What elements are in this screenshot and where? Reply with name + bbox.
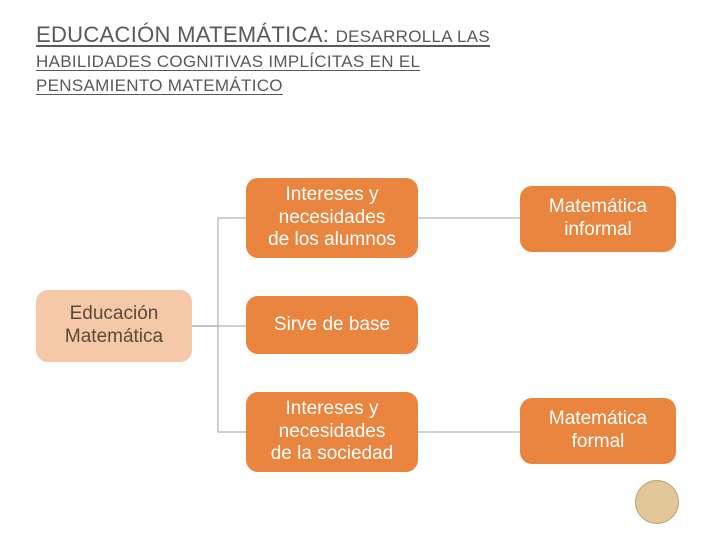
title-line2: HABILIDADES COGNITIVAS IMPLÍCITAS EN EL — [36, 52, 684, 72]
edge-root-top_mid — [192, 218, 246, 326]
node-root: EducaciónMatemática — [36, 290, 192, 362]
node-bot_mid: Intereses ynecesidadesde la sociedad — [246, 392, 418, 472]
title-main: EDUCACIÓN MATEMÁTICA: — [36, 22, 329, 47]
slide-title: EDUCACIÓN MATEMÁTICA: DESARROLLA LAS HAB… — [36, 22, 684, 96]
decorative-circle — [635, 480, 679, 524]
title-sub-inline: DESARROLLA LAS — [336, 27, 490, 46]
edge-root-bot_mid — [192, 326, 246, 432]
node-bot_right: Matemáticaformal — [520, 398, 676, 464]
node-mid_mid: Sirve de base — [246, 296, 418, 354]
title-line3: PENSAMIENTO MATEMÁTICO — [36, 76, 684, 96]
node-top_mid: Intereses ynecesidadesde los alumnos — [246, 178, 418, 258]
node-top_right: Matemáticainformal — [520, 186, 676, 252]
